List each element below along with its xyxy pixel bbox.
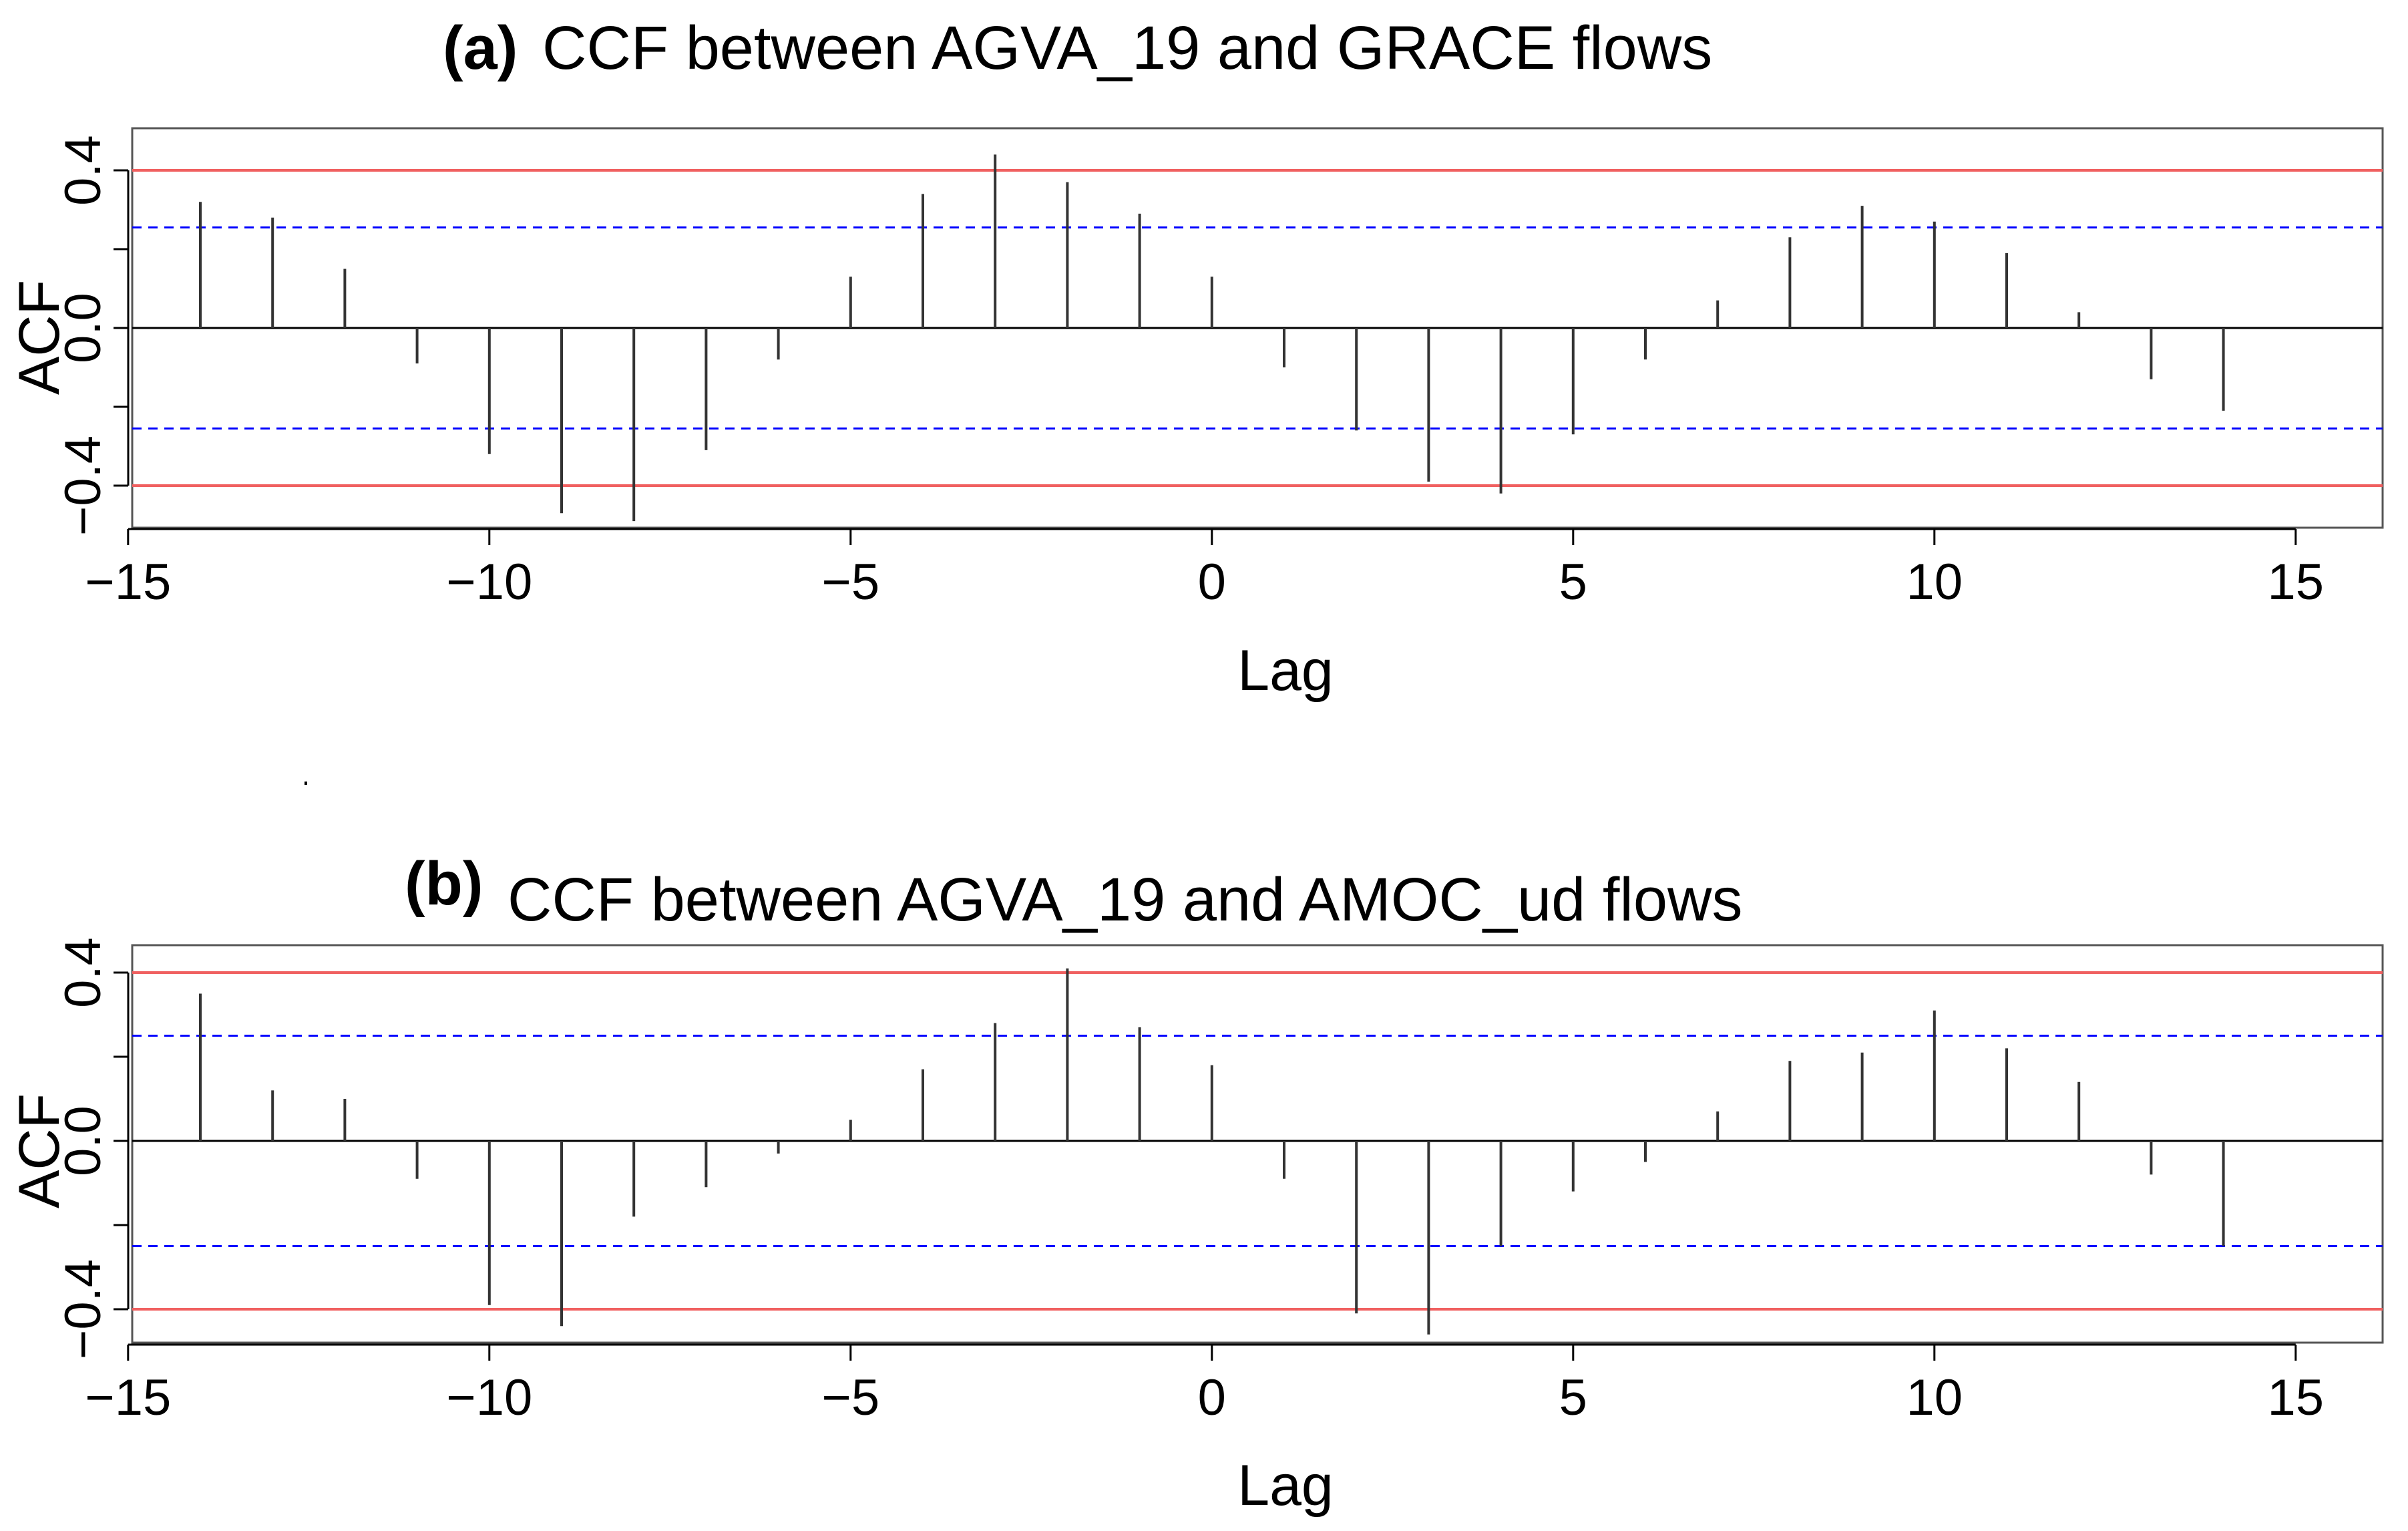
- panel-a: (a) CCF between AGVA_19 and GRACE flows …: [7, 14, 2384, 703]
- panel-a-x-tick-label: 15: [2268, 554, 2325, 611]
- panel-a-x-axis-label: Lag: [1237, 639, 1334, 703]
- panel-b-plot-frame: [131, 944, 2384, 1344]
- panel-a-y-axis-label: ACF: [7, 280, 71, 395]
- panel-b-x-tick-label: 5: [1559, 1369, 1587, 1426]
- panel-b-x-tick-label: 0: [1198, 1369, 1226, 1426]
- panel-a-y-tick-label: 0.4: [55, 135, 112, 206]
- panel-a-x-tick-label: −15: [85, 554, 171, 611]
- panel-b-x-tick-label: −10: [446, 1369, 532, 1426]
- panel-a-y-tick-label: −0.4: [55, 436, 112, 536]
- panel-b-title: CCF between AGVA_19 and AMOC_ud flows: [508, 866, 1742, 934]
- panel-b-y-tick-label: −0.4: [55, 1259, 112, 1359]
- panel-a-title-prefix: (a): [443, 14, 518, 82]
- panel-a-x-tick-label: 0: [1198, 554, 1226, 611]
- panel-b-y-tick-label: 0.4: [55, 937, 112, 1008]
- panel-a-x-tick-label: −5: [821, 554, 879, 611]
- panel-a-x-tick-label: −10: [446, 554, 532, 611]
- stray-dot: [305, 782, 307, 785]
- panel-b-plot-area: −15 −10 −5 0 5 10 15 −0.4 0.0 0.4: [55, 937, 2384, 1426]
- panel-b-y-axis-label: ACF: [7, 1093, 71, 1208]
- panel-b-x-axis-label: Lag: [1237, 1454, 1334, 1518]
- panel-b-title-prefix: (b): [405, 850, 483, 918]
- panel-b-y-tick-label: 0.0: [55, 1105, 112, 1176]
- panel-b: (b) CCF between AGVA_19 and AMOC_ud flow…: [7, 850, 2384, 1518]
- panel-a-plot-area: −15 −10 −5 0 5 10 15 −0.4 0.0 0.4: [55, 127, 2384, 611]
- panel-b-x-tick-label: −5: [821, 1369, 879, 1426]
- panel-b-x-tick-label: 15: [2268, 1369, 2325, 1426]
- panel-b-x-tick-label: 10: [1907, 1369, 1963, 1426]
- panel-a-x-tick-label: 10: [1907, 554, 1963, 611]
- panel-a-title: CCF between AGVA_19 and GRACE flows: [542, 14, 1712, 82]
- panel-b-x-tick-label: −15: [85, 1369, 171, 1426]
- panel-a-x-tick-label: 5: [1559, 554, 1587, 611]
- panel-a-y-tick-label: 0.0: [55, 293, 112, 363]
